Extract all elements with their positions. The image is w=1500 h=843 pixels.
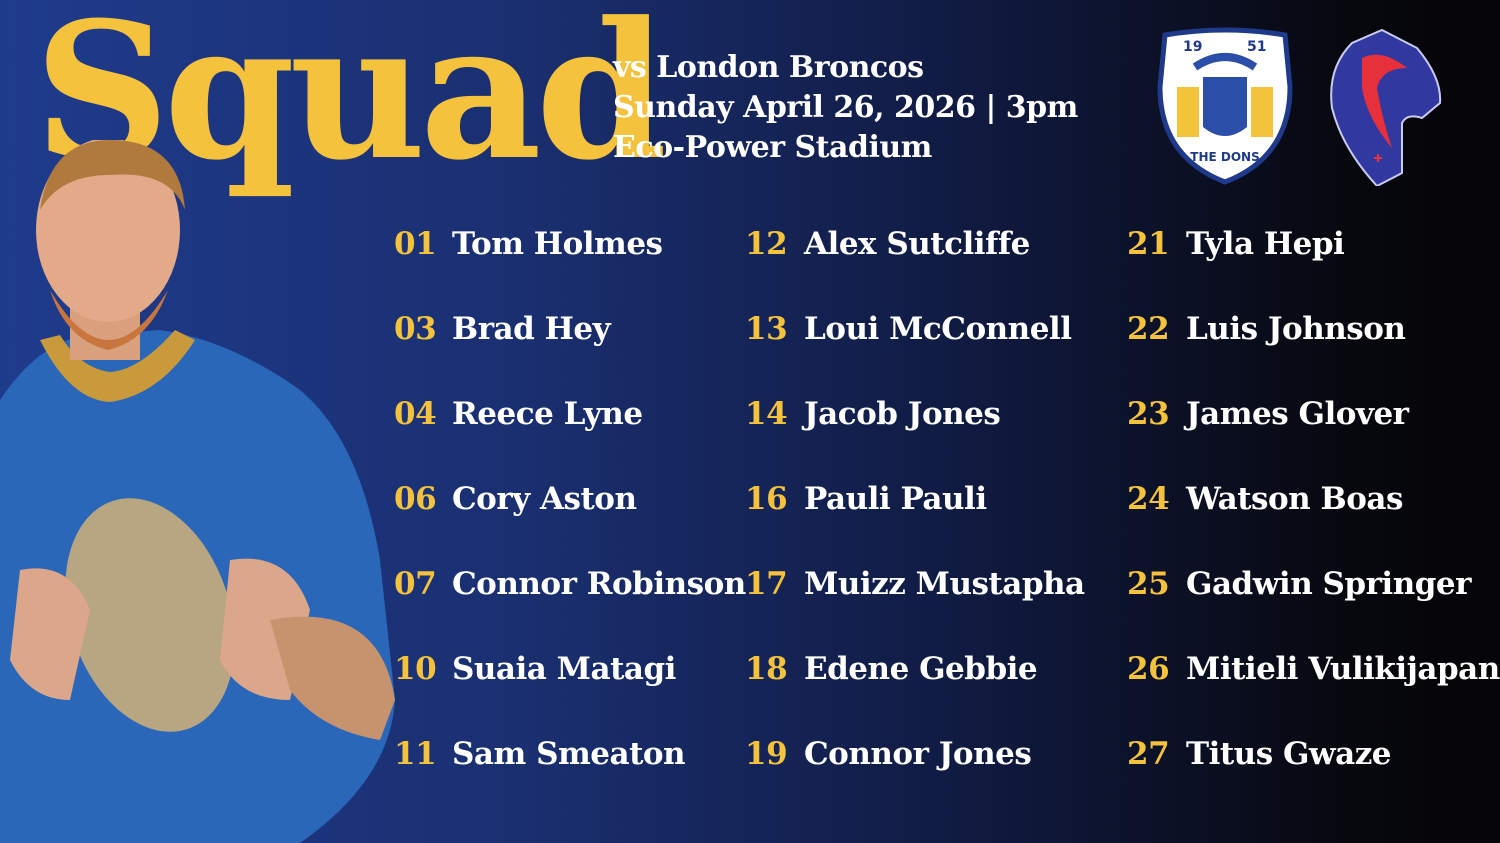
player-number: 12 (745, 226, 788, 262)
player-number: 22 (1127, 311, 1170, 347)
fixture-opponent: vs London Broncos (613, 50, 924, 85)
fixture-venue: Eco-Power Stadium (613, 130, 932, 165)
player-name: Sam Smeaton (452, 736, 686, 772)
player-number: 11 (394, 736, 437, 772)
player-number: 06 (394, 481, 437, 517)
player-number: 27 (1127, 736, 1170, 772)
player-name: Jacob Jones (804, 396, 1001, 432)
player-name: Connor Robinson (452, 566, 746, 602)
player-name: Gadwin Springer (1186, 566, 1471, 602)
crest-year-right: 51 (1247, 39, 1266, 55)
fixture-info: vs London Broncos Sunday April 26, 2026 … (613, 48, 1078, 168)
player-number: 03 (394, 311, 437, 347)
player-number: 24 (1127, 481, 1170, 517)
player-name: Edene Gebbie (804, 651, 1038, 687)
player-number: 18 (745, 651, 788, 687)
player-name: Muizz Mustapha (804, 566, 1085, 602)
player-name: Pauli Pauli (804, 481, 987, 517)
player-number: 04 (394, 396, 437, 432)
away-team-logo-horse-icon (1330, 28, 1442, 186)
fixture-date-time: Sunday April 26, 2026 | 3pm (613, 90, 1078, 125)
player-number: 14 (745, 396, 788, 432)
player-name: Titus Gwaze (1186, 736, 1392, 772)
player-name: Alex Sutcliffe (804, 226, 1030, 262)
player-name: Tom Holmes (452, 226, 663, 262)
player-number: 25 (1127, 566, 1170, 602)
player-number: 13 (745, 311, 788, 347)
player-name: Reece Lyne (452, 396, 643, 432)
player-number: 21 (1127, 226, 1170, 262)
player-name: Tyla Hepi (1186, 226, 1345, 262)
crest-year-left: 19 (1183, 39, 1202, 55)
player-name: Watson Boas (1186, 481, 1403, 517)
player-name: Loui McConnell (804, 311, 1072, 347)
player-number: 10 (394, 651, 437, 687)
player-name: Suaia Matagi (452, 651, 676, 687)
player-photo (0, 140, 395, 843)
player-name: Connor Jones (804, 736, 1032, 772)
player-number: 17 (745, 566, 788, 602)
player-name: Brad Hey (452, 311, 611, 347)
crest-text: THE DONS (1190, 150, 1259, 164)
player-name: Luis Johnson (1186, 311, 1406, 347)
player-name: James Glover (1186, 396, 1409, 432)
player-number: 07 (394, 566, 437, 602)
player-number: 26 (1127, 651, 1170, 687)
player-name: Mitieli Vulikijapani (1186, 651, 1500, 687)
player-number: 23 (1127, 396, 1170, 432)
player-number: 19 (745, 736, 788, 772)
player-number: 16 (745, 481, 788, 517)
player-number: 01 (394, 226, 437, 262)
player-name: Cory Aston (452, 481, 637, 517)
home-team-crest: 19 51 THE DONS (1157, 27, 1293, 185)
